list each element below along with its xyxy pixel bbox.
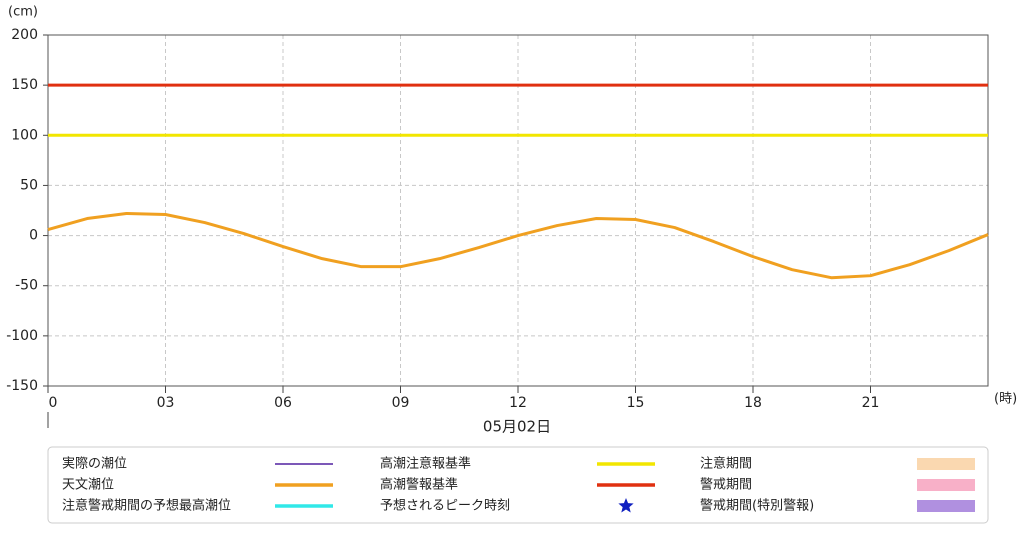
legend-label: 予想されるピーク時刻 xyxy=(380,498,510,514)
x-tick-label: 15 xyxy=(627,395,645,411)
legend-swatch xyxy=(618,498,634,513)
x-tick-label: 03 xyxy=(157,395,175,411)
legend-label: 注意警戒期間の予想最高潮位 xyxy=(62,498,231,514)
legend-swatch xyxy=(917,500,975,512)
x-tick-label: 06 xyxy=(274,395,292,411)
x-unit-label: (時) xyxy=(994,392,1017,407)
legend-label: 警戒期間 xyxy=(700,477,752,493)
legend-box xyxy=(47,446,989,524)
x-tick-label: 0 xyxy=(49,395,58,411)
y-tick-label: 0 xyxy=(29,228,38,244)
date-label: 05月02日 xyxy=(483,418,551,436)
legend-label: 警戒期間(特別警報) xyxy=(700,498,814,514)
y-tick-label: 100 xyxy=(11,127,38,143)
legend-label: 天文潮位 xyxy=(62,478,114,493)
legend-label: 高潮警報基準 xyxy=(380,477,458,493)
y-unit-label: (cm) xyxy=(8,5,38,20)
x-tick-label: 12 xyxy=(509,395,527,411)
legend-label: 実際の潮位 xyxy=(62,456,127,472)
y-tick-label: 50 xyxy=(20,177,38,193)
legend-label: 高潮注意報基準 xyxy=(380,456,471,472)
legend-swatch xyxy=(917,479,975,491)
x-tick-label: 18 xyxy=(744,395,762,411)
y-tick-label: 200 xyxy=(11,27,38,43)
y-tick-label: -50 xyxy=(15,278,38,294)
x-tick-label: 09 xyxy=(392,395,410,411)
y-tick-label: -100 xyxy=(6,328,38,344)
tide-line xyxy=(47,212,989,280)
y-tick-label: -150 xyxy=(6,378,38,394)
y-tick-label: 150 xyxy=(11,77,38,93)
legend-label: 注意期間 xyxy=(700,456,752,472)
legend-swatch xyxy=(917,458,975,470)
plot-frame xyxy=(47,34,989,387)
x-tick-label: 21 xyxy=(862,395,880,411)
